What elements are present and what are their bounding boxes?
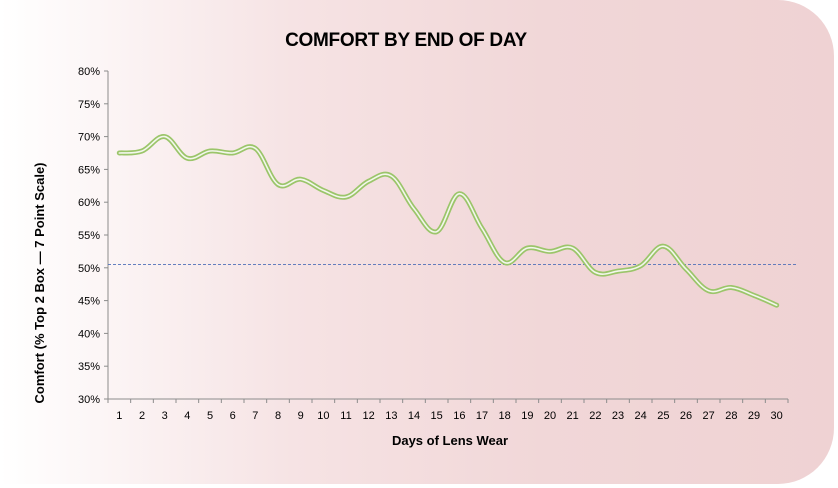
x-axis-label: Days of Lens Wear: [392, 433, 508, 448]
y-tick-label: 40%: [78, 328, 100, 340]
x-tick-label: 13: [385, 410, 397, 422]
data-point: [117, 151, 122, 156]
y-tick-label: 80%: [78, 66, 100, 78]
data-point: [457, 191, 462, 196]
data-point: [548, 249, 553, 254]
x-tick-label: 16: [453, 410, 465, 422]
data-point: [162, 134, 167, 139]
x-tick-label: 12: [363, 410, 375, 422]
series-line: [118, 135, 778, 306]
x-tick-label: 30: [771, 410, 783, 422]
x-tick-label: 4: [184, 410, 190, 422]
data-point: [366, 179, 371, 184]
x-tick-label: 3: [162, 410, 168, 422]
x-tick-label: 18: [499, 410, 511, 422]
x-tick-label: 22: [589, 410, 601, 422]
data-point: [276, 182, 281, 187]
data-point: [344, 194, 349, 199]
x-tick-label: 17: [476, 410, 488, 422]
y-axis-label: Comfort (% Top 2 Box — 7 Point Scale): [32, 162, 47, 403]
data-point: [706, 288, 711, 293]
x-tick-label: 26: [680, 410, 692, 422]
data-point: [774, 303, 779, 308]
x-tick-label: 28: [725, 410, 737, 422]
x-tick-label: 11: [340, 410, 351, 422]
x-tick-label: 14: [408, 410, 420, 422]
series-line-outline: [116, 134, 780, 308]
x-tick-label: 6: [230, 410, 236, 422]
y-ticks: 30% 35% 40% 45% 50% 55% 60% 65% 70% 75% 80%: [78, 66, 108, 406]
x-tick-label: 8: [275, 410, 281, 422]
data-point: [208, 149, 213, 154]
x-tick-label: 10: [317, 410, 329, 422]
data-point: [752, 293, 757, 298]
x-ticks: 1 2 3 4 5 6 7 8 9 10 11 12 13 14 15 16 17 18 19 20 21 22 23 24 2…: [107, 399, 789, 422]
data-point: [570, 246, 575, 251]
x-tick-label: 24: [635, 410, 647, 422]
data-point: [230, 151, 235, 156]
data-point: [661, 244, 666, 249]
data-point: [480, 226, 485, 231]
data-point: [185, 156, 190, 161]
x-tick-label: 27: [703, 410, 715, 422]
y-tick-label: 55%: [78, 230, 100, 242]
y-tick-label: 65%: [78, 164, 100, 176]
x-tick-label: 29: [748, 410, 760, 422]
data-point: [389, 173, 394, 178]
chart-title: COMFORT BY END OF DAY: [285, 30, 527, 51]
y-tick-label: 70%: [78, 132, 100, 144]
data-point: [253, 146, 258, 151]
y-tick-label: 45%: [78, 296, 100, 308]
data-point: [321, 188, 326, 193]
x-tick-label: 15: [431, 410, 443, 422]
data-point: [502, 260, 507, 265]
x-tick-label: 5: [207, 410, 213, 422]
data-point: [729, 285, 734, 290]
y-tick-label: 75%: [78, 99, 100, 111]
data-point: [140, 149, 145, 154]
y-tick-label: 30%: [78, 394, 100, 406]
data-point: [434, 229, 439, 234]
y-tick-label: 35%: [78, 361, 100, 373]
x-tick-label: 7: [252, 410, 258, 422]
x-tick-label: 2: [139, 410, 145, 422]
data-point: [616, 269, 621, 274]
x-tick-label: 25: [657, 410, 669, 422]
data-point: [298, 177, 303, 182]
data-point: [638, 263, 643, 268]
x-tick-label: 1: [116, 410, 122, 422]
data-point: [593, 270, 598, 275]
y-tick-label: 50%: [78, 263, 100, 275]
data-point: [412, 206, 417, 211]
series-points: [117, 134, 779, 308]
x-tick-label: 20: [544, 410, 556, 422]
x-tick-label: 19: [521, 410, 533, 422]
x-tick-label: 21: [567, 410, 579, 422]
x-tick-label: 9: [298, 410, 304, 422]
y-tick-label: 60%: [78, 197, 100, 209]
x-tick-label: 23: [612, 410, 624, 422]
data-point: [684, 267, 689, 272]
data-point: [525, 246, 530, 251]
